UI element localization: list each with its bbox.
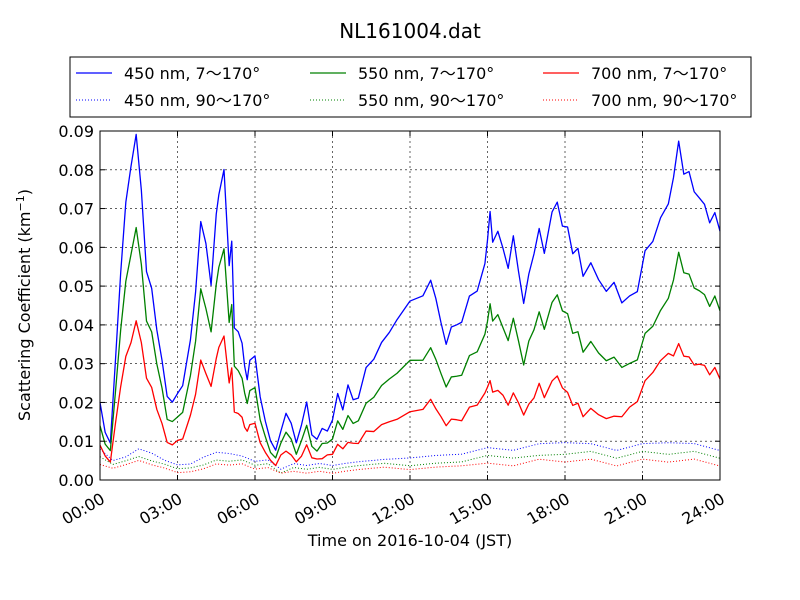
legend: 450 nm, 7～170° 550 nm, 7～170° 700 nm, 7～17… xyxy=(69,56,752,118)
legend-label-450-solid: 450 nm, 7～170° xyxy=(124,64,260,83)
y-axis-label-sup: −1 xyxy=(14,195,27,211)
y-tick-label: 0.08 xyxy=(58,161,94,180)
legend-label-700-solid: 700 nm, 7～170° xyxy=(591,64,727,83)
y-axis-label-main: Scattering Coefficient (km xyxy=(15,211,34,421)
legend-label-700-dotted: 700 nm, 90～170° xyxy=(591,91,737,110)
x-tick-label: 03:00 xyxy=(136,489,185,529)
y-axis-label: Scattering Coefficient (km−1) xyxy=(14,189,34,421)
series-line-550-solid xyxy=(99,226,721,459)
series-line-450-dotted xyxy=(99,442,721,470)
x-tick-label: 15:00 xyxy=(446,489,495,529)
y-tick-label: 0.00 xyxy=(58,471,94,490)
series-line-450-solid xyxy=(99,133,721,451)
axis-ticks xyxy=(99,130,721,481)
y-tick-label: 0.06 xyxy=(58,238,94,257)
x-tick-label: 00:00 xyxy=(59,489,108,529)
x-tick-label: 06:00 xyxy=(214,489,263,529)
legend-label-550-solid: 550 nm, 7～170° xyxy=(358,64,494,83)
x-tick-label: 21:00 xyxy=(601,489,650,529)
y-tick-labels: 0.00 0.01 0.02 0.03 0.04 0.05 0.06 0.07 0.08 0.09 xyxy=(58,122,94,490)
series-layer xyxy=(99,133,721,474)
x-tick-labels: 00:00 03:00 06:00 09:00 12:00 15:00 18:00 21:00… xyxy=(59,489,728,529)
x-tick-label: 24:00 xyxy=(679,489,728,529)
y-tick-label: 0.01 xyxy=(58,432,94,451)
y-tick-label: 0.05 xyxy=(58,277,94,296)
y-axis-label-close: ) xyxy=(15,189,34,195)
y-tick-label: 0.09 xyxy=(58,122,94,141)
x-tick-label: 09:00 xyxy=(291,489,340,529)
legend-label-450-dotted: 450 nm, 90～170° xyxy=(124,91,270,110)
series-line-700-dotted xyxy=(99,458,721,474)
grid-lines xyxy=(100,131,720,480)
x-tick-label: 12:00 xyxy=(369,489,418,529)
series-line-700-solid xyxy=(99,320,721,467)
y-tick-label: 0.07 xyxy=(58,200,94,219)
chart-title: NL161004.dat xyxy=(339,19,481,43)
legend-label-550-dotted: 550 nm, 90～170° xyxy=(358,91,504,110)
series-line-550-dotted xyxy=(99,450,721,474)
x-axis-label: Time on 2016-10-04 (JST) xyxy=(307,531,512,550)
x-tick-label: 18:00 xyxy=(524,489,573,529)
legend-box xyxy=(69,56,752,118)
y-tick-label: 0.04 xyxy=(58,316,94,335)
y-tick-label: 0.03 xyxy=(58,355,94,374)
y-tick-label: 0.02 xyxy=(58,393,94,412)
